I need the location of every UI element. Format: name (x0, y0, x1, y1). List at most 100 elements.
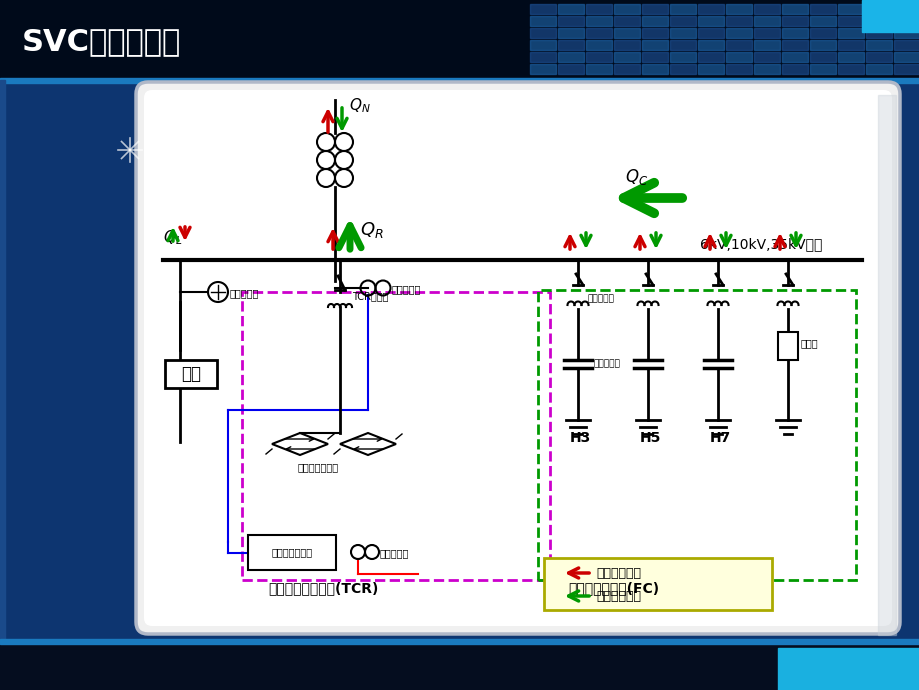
Bar (865, 4, 891, 14)
Bar (781, 64, 807, 74)
Bar (698, 52, 723, 62)
Bar (641, 16, 667, 26)
FancyBboxPatch shape (136, 82, 899, 634)
Bar (0, 78, 919, 83)
Bar (0, 642, 919, 690)
Bar (865, 16, 891, 26)
Bar (613, 40, 640, 50)
Bar (613, 52, 640, 62)
Bar (754, 40, 779, 50)
Bar (865, 52, 891, 62)
Bar (725, 16, 751, 26)
Bar (529, 16, 555, 26)
Bar (248, 535, 335, 570)
Bar (641, 28, 667, 38)
Bar (893, 4, 919, 14)
Bar (861, 0, 919, 32)
Bar (0, 80, 5, 640)
Bar (0, 70, 919, 640)
Text: 晶闸管相控电抗器(TCR): 晶闸管相控电抗器(TCR) (267, 581, 378, 595)
Bar (0, 639, 919, 644)
Bar (837, 16, 863, 26)
Bar (529, 64, 555, 74)
Text: $Q_R$: $Q_R$ (359, 220, 383, 240)
Bar (558, 64, 584, 74)
Text: 负载: 负载 (181, 365, 200, 383)
Text: 电阻器: 电阻器 (800, 338, 818, 348)
Bar (529, 28, 555, 38)
Bar (781, 4, 807, 14)
Bar (641, 64, 667, 74)
Text: 全数字控制系统: 全数字控制系统 (271, 547, 312, 558)
Bar (669, 4, 696, 14)
Text: 表示无功功率: 表示无功功率 (596, 590, 641, 603)
Bar (165, 360, 217, 388)
Bar (837, 64, 863, 74)
Bar (754, 52, 779, 62)
Bar (809, 16, 835, 26)
Bar (865, 64, 891, 74)
Bar (558, 28, 584, 38)
Bar (242, 292, 550, 580)
Text: 滤波电容器: 滤波电容器 (594, 359, 620, 368)
Bar (641, 52, 667, 62)
Bar (613, 16, 640, 26)
Bar (669, 28, 696, 38)
Bar (893, 64, 919, 74)
Bar (781, 16, 807, 26)
Bar (538, 290, 855, 580)
Bar (837, 28, 863, 38)
Bar (669, 16, 696, 26)
Text: H7: H7 (709, 431, 731, 445)
Bar (837, 4, 863, 14)
Bar (837, 52, 863, 62)
Text: H5: H5 (640, 431, 661, 445)
Bar (669, 52, 696, 62)
Bar (543, 558, 771, 610)
Bar (585, 4, 611, 14)
Bar (893, 40, 919, 50)
Bar (893, 28, 919, 38)
Text: 表示谐波电流: 表示谐波电流 (596, 567, 641, 580)
Bar (809, 4, 835, 14)
Bar (865, 28, 891, 38)
Bar (613, 28, 640, 38)
Bar (613, 64, 640, 74)
Bar (558, 16, 584, 26)
Bar (585, 52, 611, 62)
Bar (777, 332, 797, 360)
Bar (754, 16, 779, 26)
Bar (698, 28, 723, 38)
Bar (781, 40, 807, 50)
Text: H3: H3 (570, 431, 591, 445)
Bar (781, 52, 807, 62)
Text: $Q_L$: $Q_L$ (163, 228, 182, 247)
FancyBboxPatch shape (144, 90, 891, 626)
Bar (754, 64, 779, 74)
Text: TCR电抗器: TCR电抗器 (352, 291, 388, 301)
Bar (809, 28, 835, 38)
Bar (809, 52, 835, 62)
Bar (585, 40, 611, 50)
Text: $Q_C$: $Q_C$ (624, 167, 648, 187)
Text: SVC补偿原理图: SVC补偿原理图 (22, 28, 181, 57)
Bar (529, 4, 555, 14)
Bar (585, 16, 611, 26)
Bar (754, 4, 779, 14)
Bar (698, 4, 723, 14)
Bar (725, 40, 751, 50)
Bar (698, 40, 723, 50)
Text: 滤波电抗器: 滤波电抗器 (587, 294, 614, 303)
Bar (585, 28, 611, 38)
Bar (725, 28, 751, 38)
Text: 6kV,10kV,35kV母线: 6kV,10kV,35kV母线 (699, 237, 822, 251)
Bar (698, 64, 723, 74)
Text: 高次谐波滤波器(FC): 高次谐波滤波器(FC) (567, 581, 658, 595)
Bar (725, 4, 751, 14)
Bar (837, 40, 863, 50)
Bar (781, 28, 807, 38)
Bar (777, 648, 919, 690)
Bar (698, 16, 723, 26)
Bar (725, 64, 751, 74)
Bar (0, 0, 919, 80)
